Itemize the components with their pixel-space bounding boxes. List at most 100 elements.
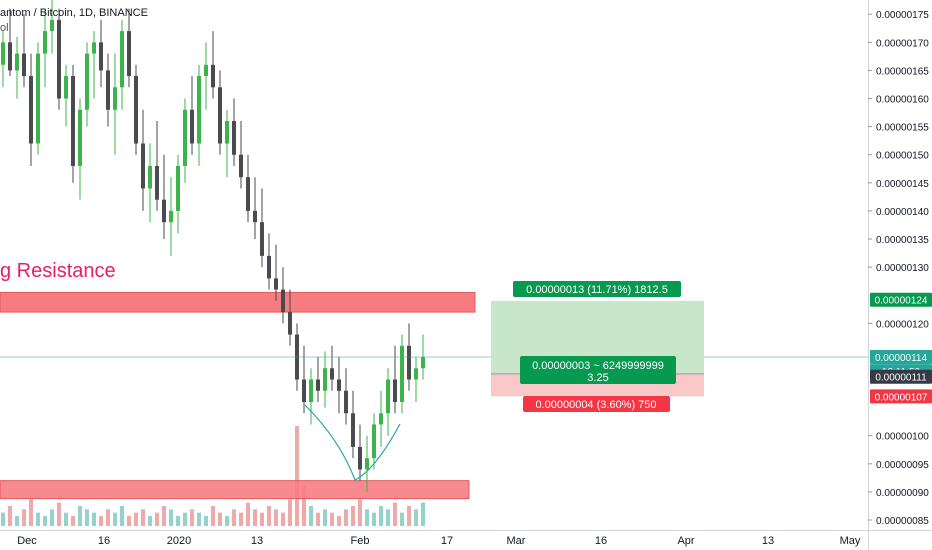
volume-bar [190, 509, 194, 526]
candle-body[interactable] [106, 70, 110, 110]
candle-body[interactable] [29, 76, 33, 144]
candle-body[interactable] [288, 312, 292, 335]
candle-body[interactable] [64, 76, 68, 99]
candle-body[interactable] [1, 42, 5, 65]
candle-body[interactable] [36, 53, 40, 144]
volume-bar [351, 506, 355, 526]
candle-body[interactable] [358, 446, 362, 470]
volume-bar [421, 502, 425, 526]
candle-body[interactable] [281, 289, 285, 313]
volume-bar [267, 506, 271, 526]
price-tick-label: 0.00000175 [876, 10, 929, 21]
volume-bar [8, 506, 12, 526]
candle-body[interactable] [155, 165, 159, 200]
candle-body[interactable] [267, 255, 271, 279]
candle-body[interactable] [372, 424, 376, 459]
candle-body[interactable] [302, 379, 306, 402]
volume-bar [36, 512, 40, 526]
candle-body[interactable] [183, 109, 187, 166]
candle-body[interactable] [190, 109, 194, 144]
candle-body[interactable] [50, 19, 54, 32]
candle-body[interactable] [204, 64, 208, 77]
plot-area[interactable] [0, 0, 868, 530]
candle-body[interactable] [85, 53, 89, 110]
candle-body[interactable] [218, 87, 222, 144]
volume-bar [288, 499, 292, 526]
volume-bar [337, 516, 341, 526]
resistance-zone[interactable] [0, 291, 476, 313]
candle-body[interactable] [162, 199, 166, 223]
ratio-label-line2: 3.25 [587, 372, 608, 384]
price-tick-label: 0.00000140 [876, 207, 929, 218]
price-tick-label: 0.00000150 [876, 151, 929, 162]
time-tick-label: Mar [507, 535, 526, 547]
candle-body[interactable] [400, 345, 404, 402]
volume-bar [302, 486, 306, 526]
candle-body[interactable] [407, 345, 411, 380]
volume-bar [169, 509, 173, 526]
candle-body[interactable] [239, 154, 243, 178]
support-zone[interactable] [0, 480, 470, 500]
candle-body[interactable] [253, 210, 257, 223]
volume-bar [29, 499, 33, 526]
candle-body[interactable] [92, 42, 96, 54]
volume-bar [330, 512, 334, 526]
time-tick-label: 16 [595, 535, 607, 547]
volume-bar [57, 502, 61, 526]
candle-body[interactable] [211, 64, 215, 88]
volume-bar [106, 509, 110, 526]
candle-body[interactable] [15, 53, 19, 71]
candle-body[interactable] [246, 177, 250, 211]
candle-body[interactable] [274, 278, 278, 290]
price-badge-label: 0.00000114 [875, 353, 928, 364]
price-tick-label: 0.00000160 [876, 95, 929, 106]
volume-bar [218, 512, 222, 526]
candle-body[interactable] [421, 357, 425, 369]
candle-body[interactable] [99, 42, 103, 71]
candle-body[interactable] [78, 109, 82, 166]
ratio-label-line1: 0.00000003 ~ 6249999999 [532, 360, 664, 372]
candle-body[interactable] [260, 222, 264, 256]
stop-label-box [523, 396, 670, 412]
candle-body[interactable] [379, 413, 383, 425]
volume-bar [344, 509, 348, 526]
candle-body[interactable] [386, 379, 390, 414]
candle-body[interactable] [141, 143, 145, 189]
candle-body[interactable] [134, 76, 138, 144]
pattern-curve [304, 404, 401, 481]
candle-body[interactable] [337, 379, 341, 391]
candle-body[interactable] [22, 53, 26, 77]
volume-bar [176, 516, 180, 526]
candle-body[interactable] [57, 19, 61, 99]
volume-bar [316, 512, 320, 526]
candle-body[interactable] [351, 413, 355, 447]
candle-body[interactable] [330, 368, 334, 380]
candle-body[interactable] [225, 121, 229, 144]
candle-body[interactable] [176, 165, 180, 211]
candle-body[interactable] [316, 379, 320, 391]
candle-body[interactable] [344, 390, 348, 414]
candle-body[interactable] [71, 76, 75, 166]
volume-bar [162, 506, 166, 526]
candle-body[interactable] [309, 379, 313, 402]
candle-body[interactable] [113, 87, 117, 110]
candle-body[interactable] [148, 165, 152, 189]
volume-bar [386, 509, 390, 526]
volume-bar [197, 512, 201, 526]
candle-body[interactable] [393, 379, 397, 402]
candle-body[interactable] [169, 210, 173, 223]
candle-body[interactable] [8, 42, 12, 71]
candle-body[interactable] [414, 368, 418, 380]
volume-bar [260, 512, 264, 526]
candle-body[interactable] [197, 76, 201, 144]
candle-body[interactable] [127, 31, 131, 77]
volume-bar [99, 516, 103, 526]
price-tick-label: 0.00000130 [876, 263, 929, 274]
candle-body[interactable] [365, 458, 369, 470]
candle-body[interactable] [323, 368, 327, 391]
candle-body[interactable] [43, 31, 47, 54]
candle-body[interactable] [120, 31, 124, 88]
candle-body[interactable] [232, 121, 236, 155]
price-badge [870, 350, 932, 365]
